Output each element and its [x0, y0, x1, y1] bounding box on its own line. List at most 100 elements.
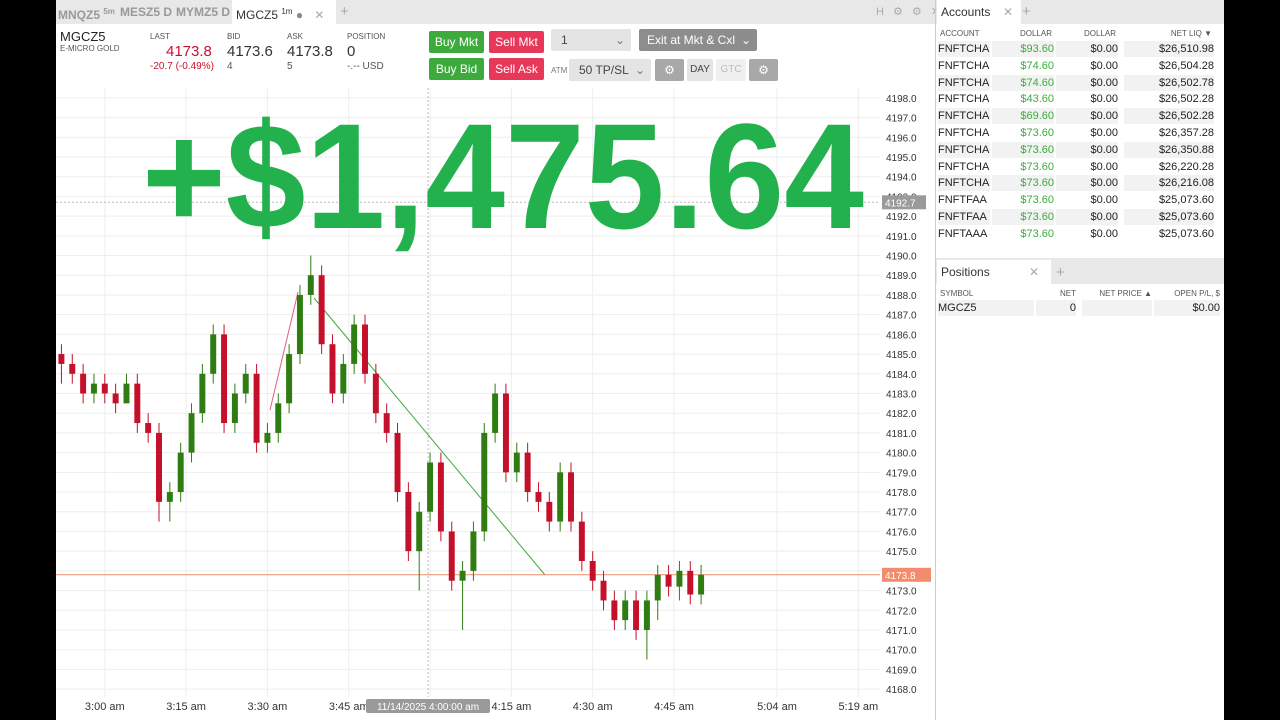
sell-mkt-button[interactable]: Sell Mkt	[489, 31, 544, 53]
account-cell: $26,220.28	[1124, 158, 1214, 175]
y-tick-label: 4196.0	[886, 133, 917, 144]
accounts-tab[interactable]: Accounts ✕	[937, 0, 1021, 24]
x-tick-label: 3:15 am	[166, 701, 206, 713]
candle-body	[231, 393, 238, 424]
candle-body	[242, 373, 249, 394]
add-tab[interactable]: +	[340, 3, 349, 20]
description: E-MICRO GOLD	[60, 44, 120, 53]
tab-bar	[56, 0, 936, 24]
candle-body	[275, 403, 282, 433]
buy-mkt-button[interactable]: Buy Mkt	[429, 31, 484, 53]
account-cell: $0.00	[1056, 91, 1118, 108]
candle-body	[448, 531, 455, 581]
tab-symbol: MYMZ5	[176, 5, 218, 19]
candle-body	[145, 423, 152, 433]
candle-body	[329, 344, 336, 394]
tif-day[interactable]: DAY	[687, 59, 713, 81]
account-cell: FNFTCHA	[938, 41, 990, 57]
y-tick-label: 4197.0	[886, 114, 917, 125]
candle-body	[698, 574, 705, 595]
candle-body	[622, 600, 629, 621]
candle-body	[90, 383, 97, 394]
tab[interactable]: MESZ5 D	[120, 0, 175, 24]
candle-body	[546, 501, 553, 522]
candle-body	[221, 334, 228, 424]
y-tick-label: 4188.0	[886, 291, 917, 302]
candle-body	[557, 472, 564, 522]
window-icons[interactable]: H ⚙ ⚙ ✕	[876, 6, 944, 18]
chart: 4168.04169.04170.04171.04172.04173.04174…	[56, 88, 931, 713]
account-cell: $69.60	[992, 108, 1054, 125]
position-cell: 0	[1036, 300, 1076, 316]
candle-body	[535, 492, 542, 502]
y-tick-label: 4184.0	[886, 370, 917, 381]
candle-body	[665, 574, 672, 587]
candle-body	[134, 383, 141, 424]
account-cell: $0.00	[1056, 74, 1118, 91]
account-cell: $26,502.78	[1124, 74, 1214, 91]
x-tick-label: 5:04 am	[757, 701, 797, 713]
tab[interactable]: MNQZ5 5m	[58, 0, 118, 24]
candle-body	[470, 531, 477, 571]
quantity-input[interactable]: 1 ⌄	[551, 29, 631, 51]
candle-body	[568, 472, 574, 522]
candle-body	[654, 574, 661, 601]
tab-active[interactable]: MGCZ5 1m ● ✕	[232, 0, 336, 24]
settings-button[interactable]: ⚙	[749, 59, 778, 81]
candle-body	[578, 521, 585, 562]
sell-ask-button[interactable]: Sell Ask	[489, 58, 544, 80]
account-cell: FNFTCHA	[938, 108, 990, 125]
account-cell: $73.60	[992, 141, 1054, 158]
candle-body	[643, 600, 650, 630]
candle-body	[166, 492, 173, 502]
add-tab[interactable]: +	[1056, 264, 1065, 281]
y-tick-label: 4168.0	[886, 685, 917, 696]
last-price-box	[882, 567, 931, 582]
buy-bid-button[interactable]: Buy Bid	[429, 58, 484, 80]
y-tick-label: 4169.0	[886, 665, 917, 676]
exit-button[interactable]: Exit at Mkt & Cxl ⌄	[639, 29, 757, 51]
tab-period: D	[163, 5, 173, 19]
tab[interactable]: MYMZ5 D	[176, 0, 232, 24]
account-cell: $26,357.28	[1124, 125, 1214, 141]
candle-body	[492, 393, 499, 433]
column-header: OPEN P/L, $	[1174, 289, 1220, 298]
account-cell: FNFTCHA	[938, 141, 990, 158]
tif-gtc[interactable]: GTC	[716, 59, 746, 81]
position-value: -.-- USD	[347, 61, 384, 72]
label: BID	[227, 32, 241, 41]
candle-body	[307, 275, 314, 295]
candle-body	[427, 462, 434, 512]
candle-body	[101, 383, 108, 394]
positions-tab[interactable]: Positions ✕	[937, 260, 1051, 284]
candle-body	[589, 561, 596, 581]
atm-label: ATM	[551, 66, 568, 75]
account-cell: $0.00	[1056, 158, 1118, 175]
account-cell: $26,502.28	[1124, 108, 1214, 125]
candle-body	[123, 383, 130, 404]
account-cell: $0.00	[1056, 125, 1118, 141]
y-tick-label: 4194.0	[886, 173, 917, 184]
crosshair-price-box	[882, 195, 926, 210]
atm-select[interactable]: 50 TP/SL ⌄	[569, 59, 651, 81]
candle-body	[188, 413, 195, 453]
ask: 4173.8	[287, 43, 333, 60]
y-tick-label: 4183.0	[886, 389, 917, 400]
candle-body	[524, 452, 531, 493]
ask-size: 5	[287, 61, 293, 72]
column-header: SYMBOL	[940, 289, 974, 298]
last-price-label: 4173.8	[885, 571, 916, 582]
candle-body	[156, 432, 162, 502]
settings-button[interactable]: ⚙	[655, 59, 684, 81]
y-tick-label: 4177.0	[886, 508, 917, 519]
x-tick-label: 4:30 am	[573, 701, 613, 713]
y-tick-label: 4191.0	[886, 232, 917, 243]
candle-body	[394, 432, 401, 493]
account-cell: $93.60	[992, 41, 1054, 57]
y-tick-label: 4186.0	[886, 330, 917, 341]
x-tick-label: 4:15 am	[491, 701, 531, 713]
tab-symbol: MESZ5	[120, 5, 161, 19]
x-tick-label: 3:00 am	[85, 701, 125, 713]
y-tick-label: 4170.0	[886, 646, 917, 657]
add-tab[interactable]: +	[1022, 3, 1031, 20]
